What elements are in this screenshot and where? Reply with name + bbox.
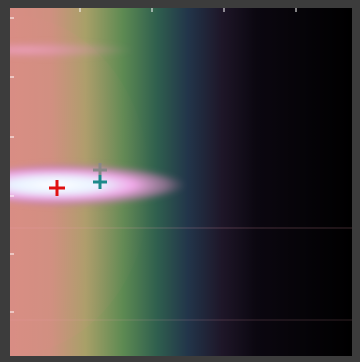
screenshot bbox=[0, 0, 360, 362]
page bbox=[0, 0, 360, 362]
plot-area bbox=[0, 8, 352, 356]
